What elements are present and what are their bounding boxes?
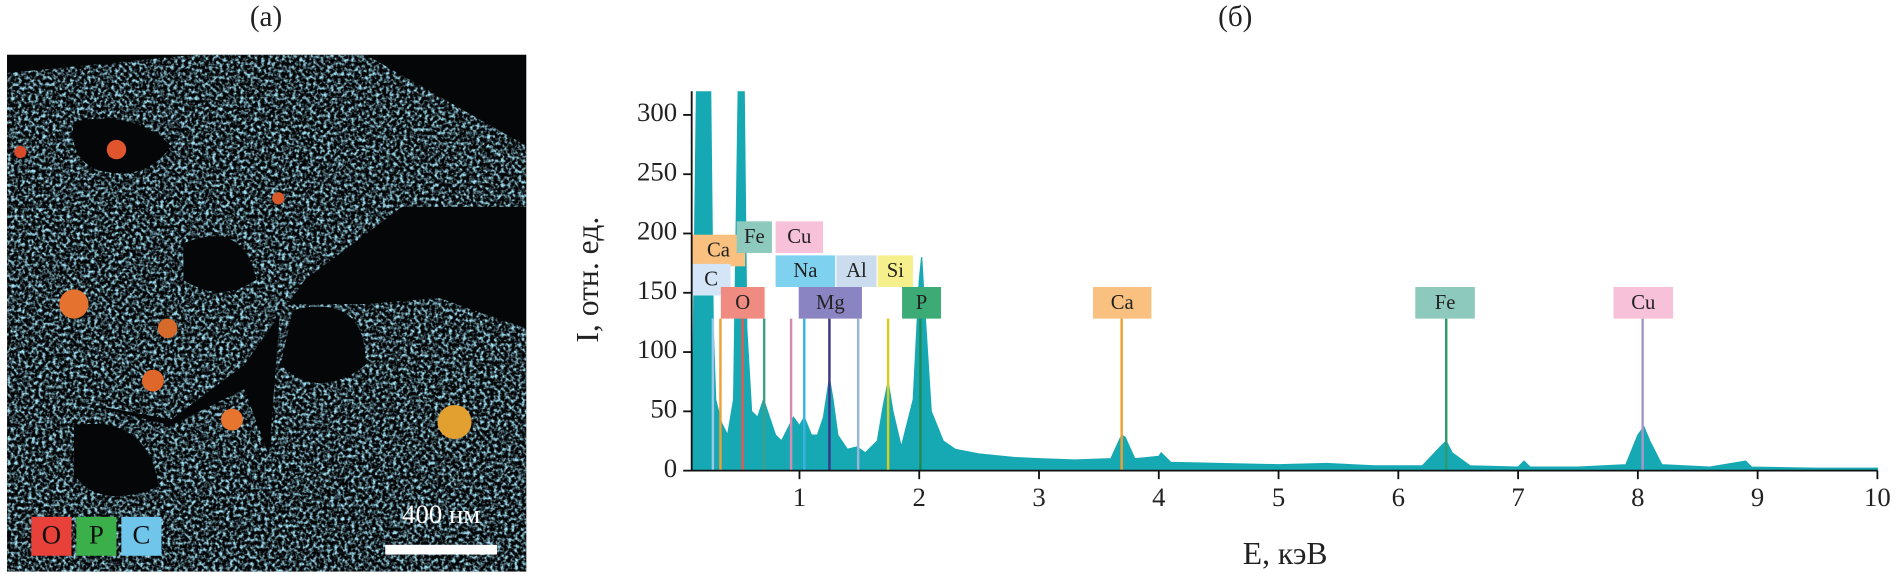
element-label-box	[836, 255, 877, 287]
x-tick-label: 4	[1152, 482, 1165, 512]
y-tick-label: 300	[637, 97, 677, 127]
legend-swatch	[121, 516, 162, 556]
x-tick-label: 8	[1631, 482, 1644, 512]
x-tick-label: 7	[1511, 482, 1524, 512]
element-label: Cu	[1631, 292, 1655, 314]
y-tick-label: 100	[637, 334, 677, 364]
x-tick-label: 2	[913, 482, 926, 512]
element-label-box	[1415, 287, 1475, 319]
element-label: O	[735, 292, 750, 314]
micrograph-voids	[72, 118, 366, 497]
element-label: Na	[793, 260, 817, 282]
element-label-box	[775, 255, 836, 287]
element-label: Al	[846, 260, 867, 282]
element-label: Si	[887, 260, 904, 282]
x-tick-label: 5	[1272, 482, 1285, 512]
y-axis-label: I, отн. ед.	[570, 217, 605, 343]
y-tick-label: 50	[650, 393, 677, 423]
y-tick-label: 200	[637, 216, 677, 246]
element-label: Ca	[707, 239, 730, 261]
y-tick-label: 0	[664, 453, 677, 483]
x-tick-label: 3	[1032, 482, 1045, 512]
spectrum-area	[691, 91, 1878, 472]
x-tick-label: 9	[1751, 482, 1764, 512]
element-label-box	[798, 287, 862, 319]
element-label: Cu	[787, 226, 811, 248]
panel-label: (а)	[250, 1, 282, 33]
x-tick-label: 10	[1864, 482, 1891, 512]
x-tick-label: 6	[1392, 482, 1405, 512]
element-label: Mg	[816, 292, 845, 314]
chart-title: (б)	[1218, 1, 1252, 33]
y-tick-label: 150	[637, 275, 677, 305]
legend-label: O	[42, 520, 61, 550]
element-label-box	[1093, 287, 1152, 319]
element-label: Fe	[744, 226, 765, 248]
scale-bar-label: 400 нм	[402, 499, 480, 529]
element-label: C	[704, 269, 718, 291]
element-label-box	[902, 287, 941, 319]
x-axis-label: E, кэВ	[1243, 536, 1328, 571]
legend-swatch	[76, 516, 117, 556]
element-label: Fe	[1435, 292, 1456, 314]
element-label-box	[736, 221, 772, 253]
element-label: Ca	[1111, 292, 1134, 314]
element-label-box	[691, 234, 746, 267]
legend-label: C	[132, 520, 150, 550]
element-label-box	[775, 221, 824, 253]
particles	[14, 139, 472, 440]
element-label-box	[720, 287, 765, 319]
legend-label: P	[89, 520, 104, 550]
element-label: P	[916, 292, 927, 314]
x-tick-label: 1	[793, 482, 806, 512]
legend-swatch	[31, 516, 72, 556]
element-label-box	[1613, 287, 1674, 319]
spectrum-panel: (б) E, кэВ I, отн. ед. Ca C Fe Cu Na Al Si O Mg P…	[570, 1, 1891, 571]
scale-bar	[385, 544, 498, 555]
element-label-box	[877, 255, 914, 287]
y-tick-label: 250	[637, 156, 677, 186]
